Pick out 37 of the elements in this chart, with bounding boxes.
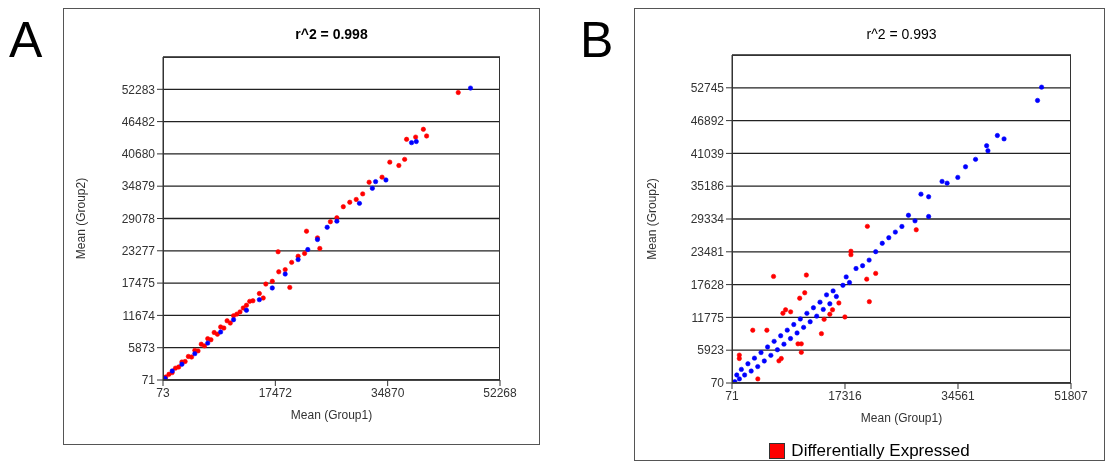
y-tick-label: 5923	[697, 343, 725, 358]
y-tick-label: 23277	[121, 244, 156, 259]
y-tick-label: 5873	[128, 340, 156, 355]
x-tick-label: 52268	[483, 385, 518, 400]
x-axis-title: Mean (Group1)	[860, 411, 943, 425]
y-axis-title: Mean (Group2)	[74, 177, 89, 260]
y-tick-label: 35186	[690, 179, 725, 194]
x-tick-label: 17472	[258, 385, 293, 400]
legend-label: Differentially Expressed	[791, 441, 970, 461]
chart-title: r^2 = 0.998	[294, 26, 369, 42]
x-tick-label: 51807	[1054, 388, 1089, 403]
y-tick-label: 41039	[690, 146, 725, 161]
y-tick-label: 46482	[121, 114, 156, 129]
y-tick-label: 71	[141, 373, 156, 388]
y-tick-label: 34879	[121, 179, 156, 194]
y-tick-label: 29078	[121, 211, 156, 226]
y-tick-label: 29334	[690, 212, 725, 227]
x-tick-label: 73	[156, 385, 170, 400]
y-tick-label: 23481	[690, 245, 725, 260]
text: B	[580, 11, 614, 70]
y-tick-label: 52745	[690, 81, 725, 96]
text: A	[9, 11, 43, 70]
chart-title: r^2 = 0.993	[865, 26, 938, 42]
y-tick-label: 11674	[122, 308, 156, 323]
y-tick-label: 52283	[121, 82, 156, 97]
y-tick-label: 17475	[121, 276, 156, 291]
x-axis-title: Mean (Group1)	[290, 408, 373, 422]
x-tick-label: 17316	[828, 388, 863, 403]
y-tick-label: 11775	[691, 310, 725, 325]
y-axis-title: Mean (Group2)	[645, 178, 660, 260]
x-tick-label: 71	[725, 388, 739, 403]
y-tick-label: 70	[710, 376, 725, 391]
x-tick-label: 34870	[370, 385, 405, 400]
x-tick-label: 34561	[941, 388, 975, 403]
y-tick-label: 17628	[690, 277, 725, 292]
y-tick-label: 40680	[121, 147, 156, 162]
y-tick-label: 46892	[690, 113, 725, 128]
